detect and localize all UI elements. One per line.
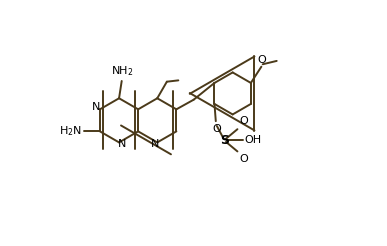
Text: NH$_2$: NH$_2$ — [111, 64, 134, 78]
Text: O: O — [240, 116, 248, 126]
Text: O: O — [257, 55, 266, 64]
Text: OH: OH — [244, 135, 262, 145]
Text: N: N — [151, 139, 159, 149]
Text: S: S — [220, 134, 229, 147]
Text: O: O — [240, 154, 248, 164]
Text: N: N — [118, 139, 126, 149]
Text: O: O — [212, 124, 221, 134]
Text: N: N — [92, 102, 101, 112]
Text: H$_2$N: H$_2$N — [59, 124, 82, 138]
